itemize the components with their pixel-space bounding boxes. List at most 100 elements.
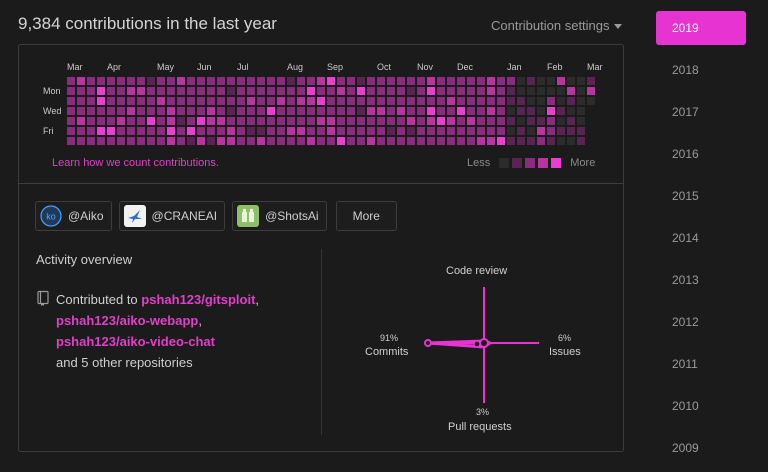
calendar-day[interactable]: [277, 117, 285, 125]
calendar-day[interactable]: [577, 127, 585, 135]
calendar-day[interactable]: [477, 97, 485, 105]
calendar-day[interactable]: [97, 77, 105, 85]
calendar-day[interactable]: [217, 137, 225, 145]
calendar-day[interactable]: [317, 117, 325, 125]
calendar-day[interactable]: [527, 117, 535, 125]
calendar-day[interactable]: [377, 77, 385, 85]
calendar-day[interactable]: [447, 97, 455, 105]
calendar-day[interactable]: [257, 137, 265, 145]
calendar-day[interactable]: [137, 137, 145, 145]
calendar-day[interactable]: [277, 107, 285, 115]
calendar-day[interactable]: [107, 77, 115, 85]
calendar-day[interactable]: [507, 117, 515, 125]
calendar-day[interactable]: [167, 97, 175, 105]
calendar-day[interactable]: [547, 77, 555, 85]
calendar-day[interactable]: [257, 117, 265, 125]
calendar-day[interactable]: [287, 107, 295, 115]
calendar-day[interactable]: [577, 97, 585, 105]
calendar-day[interactable]: [377, 87, 385, 95]
calendar-day[interactable]: [77, 107, 85, 115]
calendar-day[interactable]: [77, 117, 85, 125]
calendar-day[interactable]: [327, 117, 335, 125]
calendar-day[interactable]: [67, 77, 75, 85]
calendar-day[interactable]: [157, 77, 165, 85]
calendar-day[interactable]: [467, 137, 475, 145]
year-2009[interactable]: 2009: [672, 441, 699, 455]
calendar-day[interactable]: [147, 107, 155, 115]
calendar-day[interactable]: [577, 117, 585, 125]
calendar-day[interactable]: [87, 87, 95, 95]
calendar-day[interactable]: [387, 117, 395, 125]
org-button-aiko[interactable]: ko @Aiko: [35, 201, 112, 231]
calendar-day[interactable]: [437, 137, 445, 145]
calendar-day[interactable]: [107, 137, 115, 145]
calendar-day[interactable]: [147, 77, 155, 85]
calendar-day[interactable]: [307, 77, 315, 85]
calendar-day[interactable]: [197, 117, 205, 125]
calendar-day[interactable]: [347, 87, 355, 95]
calendar-day[interactable]: [487, 127, 495, 135]
calendar-day[interactable]: [177, 127, 185, 135]
calendar-day[interactable]: [87, 107, 95, 115]
calendar-day[interactable]: [387, 97, 395, 105]
calendar-day[interactable]: [567, 97, 575, 105]
calendar-day[interactable]: [137, 107, 145, 115]
calendar-day[interactable]: [167, 137, 175, 145]
calendar-day[interactable]: [467, 87, 475, 95]
calendar-day[interactable]: [417, 127, 425, 135]
calendar-day[interactable]: [557, 97, 565, 105]
calendar-day[interactable]: [227, 127, 235, 135]
calendar-day[interactable]: [457, 77, 465, 85]
calendar-day[interactable]: [377, 117, 385, 125]
calendar-day[interactable]: [337, 117, 345, 125]
calendar-day[interactable]: [397, 107, 405, 115]
calendar-day[interactable]: [407, 107, 415, 115]
calendar-day[interactable]: [497, 127, 505, 135]
calendar-day[interactable]: [487, 117, 495, 125]
calendar-day[interactable]: [447, 117, 455, 125]
calendar-day[interactable]: [227, 87, 235, 95]
calendar-day[interactable]: [97, 137, 105, 145]
calendar-day[interactable]: [117, 137, 125, 145]
calendar-day[interactable]: [507, 97, 515, 105]
calendar-day[interactable]: [327, 137, 335, 145]
calendar-day[interactable]: [67, 87, 75, 95]
calendar-day[interactable]: [237, 77, 245, 85]
calendar-day[interactable]: [287, 127, 295, 135]
calendar-day[interactable]: [447, 87, 455, 95]
calendar-day[interactable]: [157, 137, 165, 145]
calendar-day[interactable]: [557, 77, 565, 85]
calendar-day[interactable]: [517, 127, 525, 135]
calendar-day[interactable]: [437, 87, 445, 95]
calendar-day[interactable]: [397, 117, 405, 125]
calendar-day[interactable]: [417, 117, 425, 125]
calendar-day[interactable]: [217, 107, 225, 115]
calendar-day[interactable]: [367, 97, 375, 105]
calendar-day[interactable]: [527, 107, 535, 115]
calendar-day[interactable]: [537, 117, 545, 125]
calendar-day[interactable]: [157, 127, 165, 135]
calendar-day[interactable]: [267, 97, 275, 105]
calendar-day[interactable]: [117, 127, 125, 135]
calendar-day[interactable]: [257, 87, 265, 95]
calendar-day[interactable]: [187, 107, 195, 115]
calendar-day[interactable]: [167, 127, 175, 135]
calendar-day[interactable]: [167, 77, 175, 85]
calendar-day[interactable]: [287, 87, 295, 95]
calendar-day[interactable]: [187, 77, 195, 85]
calendar-day[interactable]: [457, 97, 465, 105]
calendar-day[interactable]: [87, 117, 95, 125]
calendar-day[interactable]: [187, 87, 195, 95]
calendar-day[interactable]: [317, 77, 325, 85]
more-orgs-button[interactable]: More: [335, 201, 397, 231]
calendar-day[interactable]: [467, 117, 475, 125]
calendar-day[interactable]: [127, 77, 135, 85]
calendar-day[interactable]: [297, 107, 305, 115]
calendar-day[interactable]: [487, 77, 495, 85]
calendar-day[interactable]: [357, 107, 365, 115]
calendar-day[interactable]: [487, 87, 495, 95]
calendar-day[interactable]: [407, 127, 415, 135]
calendar-day[interactable]: [507, 137, 515, 145]
calendar-day[interactable]: [227, 137, 235, 145]
calendar-day[interactable]: [237, 97, 245, 105]
